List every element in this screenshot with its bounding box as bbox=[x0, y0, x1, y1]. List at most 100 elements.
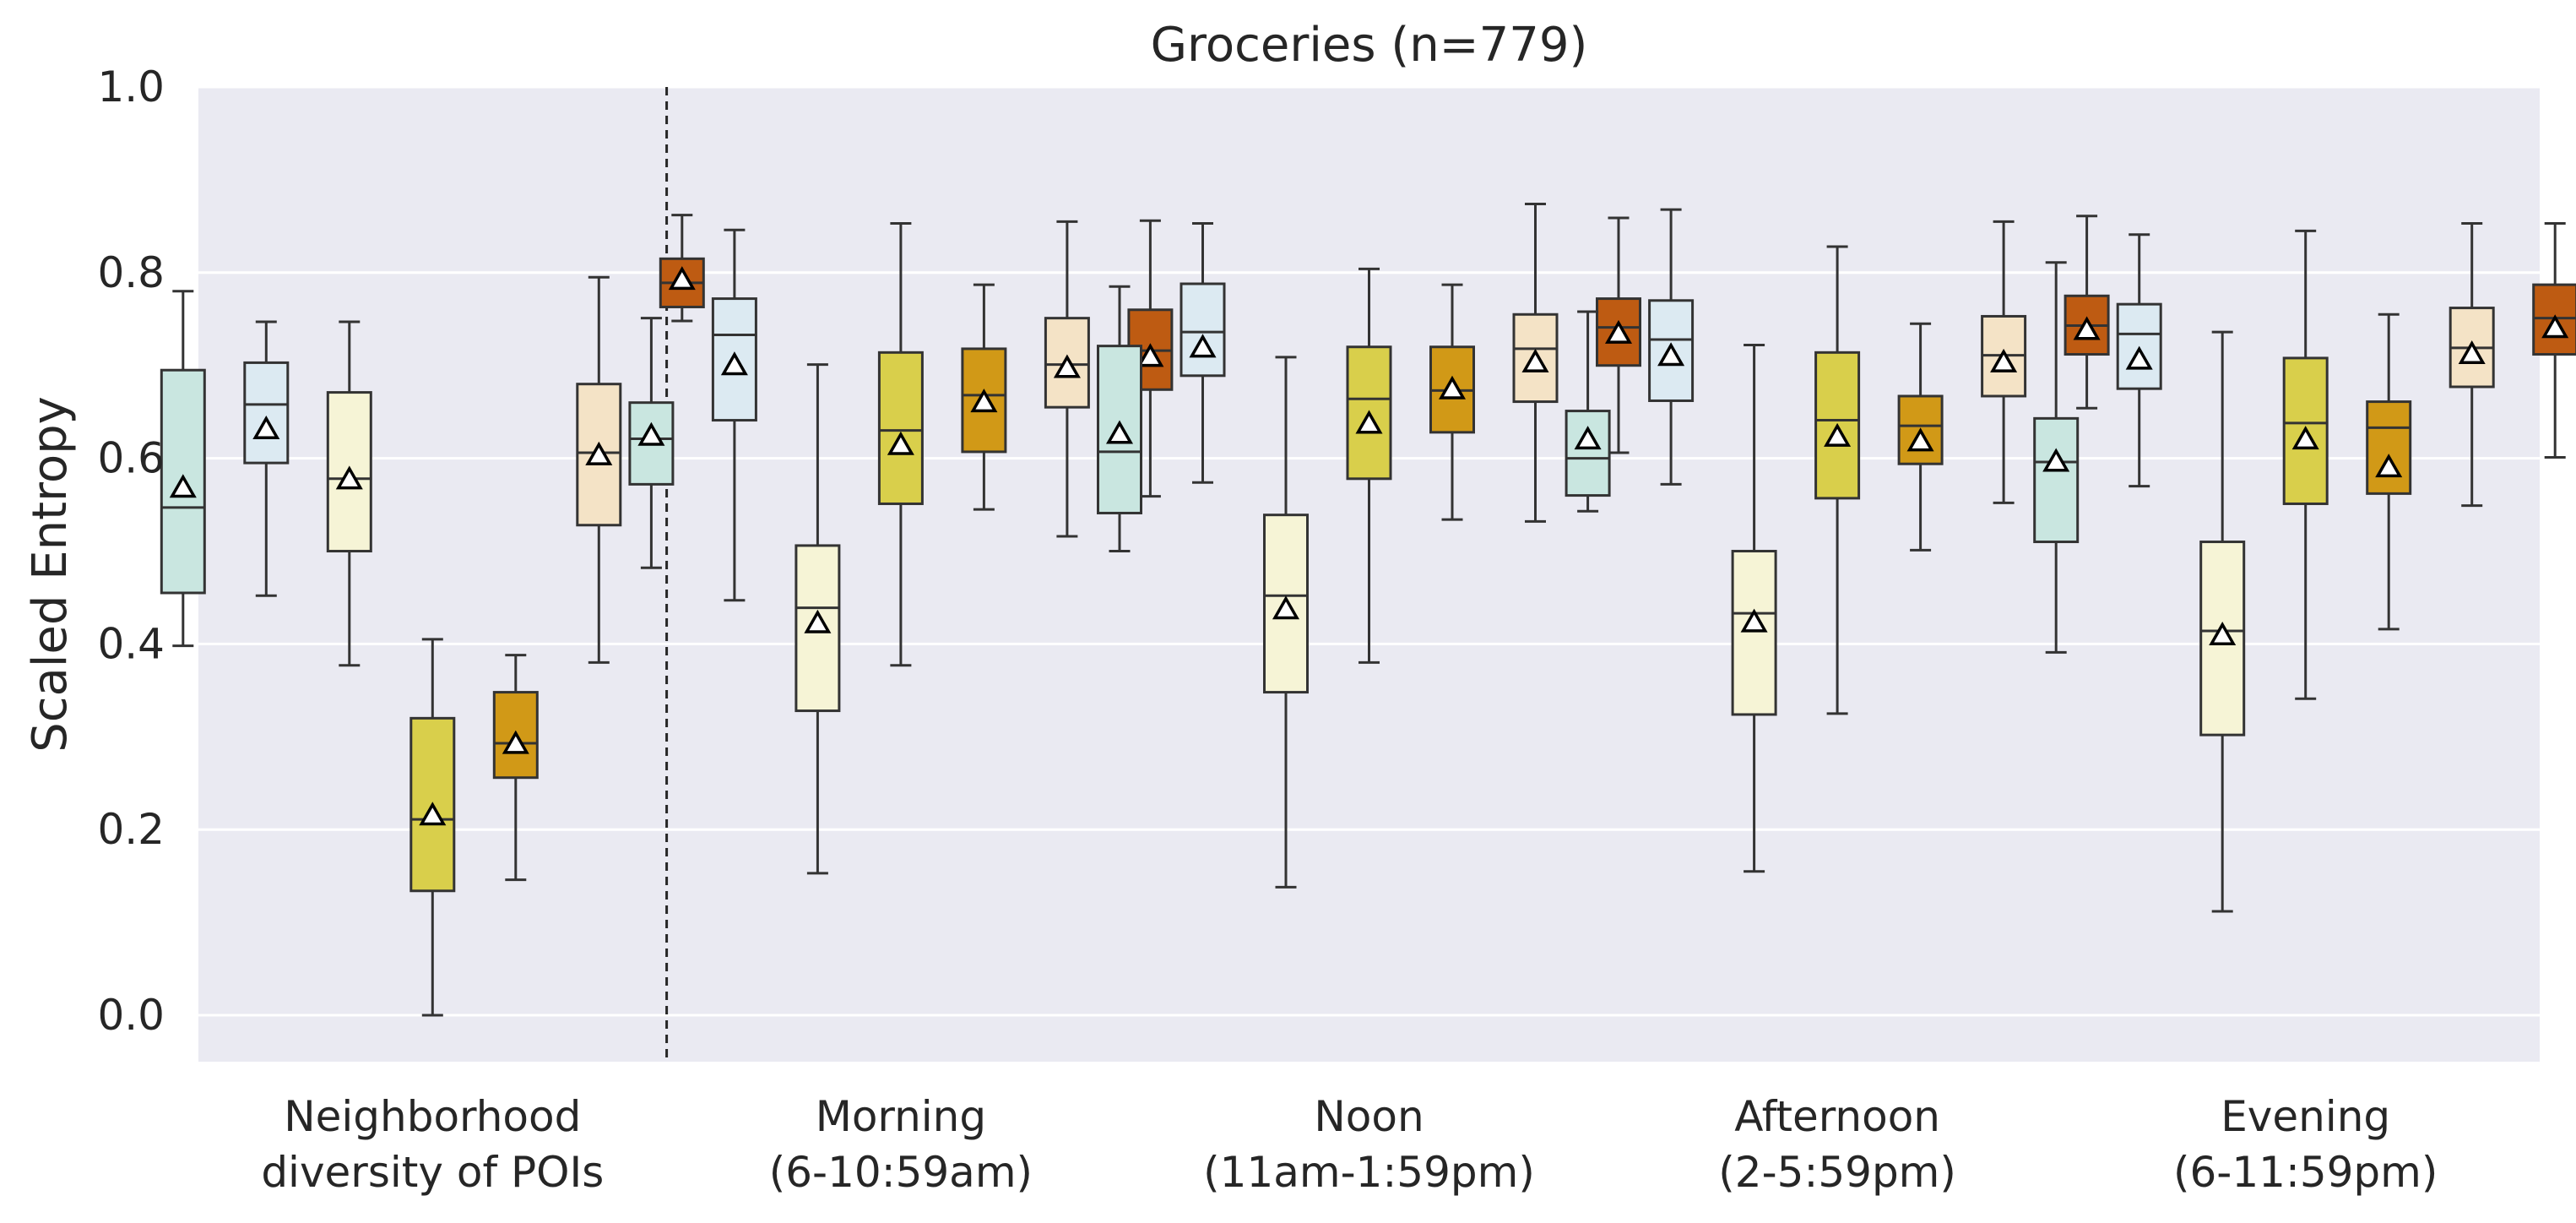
mean-marker bbox=[1136, 343, 1164, 367]
box bbox=[2064, 215, 2110, 410]
box bbox=[2532, 222, 2576, 459]
box bbox=[2033, 261, 2080, 654]
box-group bbox=[1565, 208, 2110, 873]
mean-marker bbox=[585, 441, 613, 465]
y-tick-label: 0.8 bbox=[97, 248, 165, 297]
x-tick-label: (6-10:59am) bbox=[769, 1148, 1033, 1197]
box bbox=[1596, 216, 1641, 454]
box bbox=[160, 290, 206, 648]
box bbox=[1346, 267, 1392, 664]
box bbox=[326, 320, 372, 667]
x-tick-label: Evening bbox=[2221, 1092, 2390, 1141]
box bbox=[492, 654, 539, 882]
mean-marker bbox=[1355, 410, 1383, 434]
box bbox=[1731, 344, 1777, 873]
box bbox=[1044, 220, 1090, 538]
box bbox=[794, 363, 841, 875]
y-axis-label: Scaled Entropy bbox=[23, 396, 78, 753]
box bbox=[1648, 208, 1695, 486]
box bbox=[1981, 220, 2027, 504]
mean-marker bbox=[1189, 334, 1217, 358]
mean-marker bbox=[2125, 345, 2153, 370]
mean-marker bbox=[2541, 314, 2569, 339]
box-body bbox=[877, 351, 924, 505]
x-tick-label: (2-5:59pm) bbox=[1718, 1148, 1956, 1197]
mean-marker bbox=[1053, 354, 1081, 378]
box bbox=[1814, 245, 1861, 715]
mean-marker bbox=[169, 474, 197, 498]
mean-marker bbox=[419, 802, 447, 826]
mean-marker bbox=[720, 351, 748, 376]
y-axis-ticks: 0.0 0.2 0.4 0.6 0.8 1.0 bbox=[97, 63, 165, 1040]
box-group bbox=[2033, 222, 2576, 913]
mean-marker bbox=[637, 421, 665, 446]
mean-marker bbox=[2042, 448, 2070, 472]
box bbox=[1512, 202, 1559, 523]
x-axis-ticks: Neighborhood diversity of POIs Morning (6-1… bbox=[261, 1092, 2438, 1197]
box bbox=[1263, 356, 1309, 889]
mean-marker bbox=[970, 389, 998, 413]
box bbox=[711, 228, 757, 602]
mean-marker bbox=[1906, 427, 1934, 452]
mean-marker bbox=[1272, 595, 1300, 620]
x-tick-label: Neighborhood bbox=[284, 1092, 581, 1141]
mean-marker bbox=[502, 730, 529, 754]
mean-marker bbox=[804, 609, 832, 633]
mean-marker bbox=[1521, 348, 1549, 372]
box bbox=[2116, 233, 2162, 488]
box bbox=[1097, 285, 1142, 553]
x-tick-label: Noon bbox=[1314, 1092, 1424, 1141]
mean-marker bbox=[887, 431, 914, 455]
mean-marker bbox=[1438, 375, 1467, 400]
box-body bbox=[2033, 416, 2080, 544]
mean-marker bbox=[335, 465, 363, 490]
mean-marker bbox=[668, 266, 696, 291]
y-tick-label: 0.6 bbox=[97, 434, 165, 483]
mean-marker bbox=[1657, 342, 1685, 367]
box bbox=[2282, 229, 2329, 700]
mean-marker bbox=[1824, 422, 1852, 447]
y-tick-label: 1.0 bbox=[97, 63, 165, 111]
x-tick-label: (11am-1:59pm) bbox=[1203, 1148, 1535, 1197]
x-tick-label: Morning bbox=[816, 1092, 986, 1141]
y-tick-label: 0.2 bbox=[97, 805, 165, 854]
box-group bbox=[1097, 202, 1641, 889]
box bbox=[2199, 330, 2246, 913]
box-body bbox=[1731, 550, 1777, 716]
x-tick-label: diversity of POIs bbox=[261, 1148, 604, 1197]
box bbox=[409, 638, 456, 1017]
mean-marker bbox=[1990, 348, 2018, 372]
x-tick-label: Afternoon bbox=[1734, 1092, 1940, 1141]
box bbox=[576, 275, 622, 664]
box-body bbox=[961, 347, 1007, 454]
box bbox=[1180, 222, 1226, 484]
mean-marker bbox=[2073, 316, 2101, 340]
box bbox=[1897, 322, 1944, 552]
box-group bbox=[160, 214, 705, 1017]
mean-marker bbox=[2458, 340, 2486, 365]
chart-title: Groceries (n=779) bbox=[1151, 18, 1588, 73]
box-body bbox=[243, 361, 290, 465]
box-body bbox=[2366, 400, 2412, 495]
y-tick-label: 0.0 bbox=[97, 991, 165, 1040]
mean-marker bbox=[252, 416, 280, 440]
mean-marker bbox=[1740, 608, 1768, 633]
box bbox=[961, 283, 1007, 511]
box bbox=[2366, 313, 2412, 631]
box-body bbox=[1565, 410, 1611, 497]
box bbox=[628, 317, 675, 569]
box-series bbox=[160, 202, 2576, 1017]
box bbox=[1429, 283, 1475, 521]
mean-marker bbox=[2209, 622, 2237, 646]
box-body bbox=[1180, 282, 1226, 378]
mean-marker bbox=[2291, 426, 2319, 450]
box bbox=[877, 222, 924, 667]
box bbox=[1565, 310, 1611, 513]
mean-marker bbox=[1604, 319, 1633, 344]
x-tick-label: (6-11:59pm) bbox=[2173, 1148, 2438, 1197]
mean-marker bbox=[2375, 454, 2403, 478]
box bbox=[243, 320, 290, 597]
box bbox=[2449, 222, 2495, 508]
y-tick-label: 0.4 bbox=[97, 619, 165, 668]
mean-marker bbox=[1105, 420, 1134, 444]
